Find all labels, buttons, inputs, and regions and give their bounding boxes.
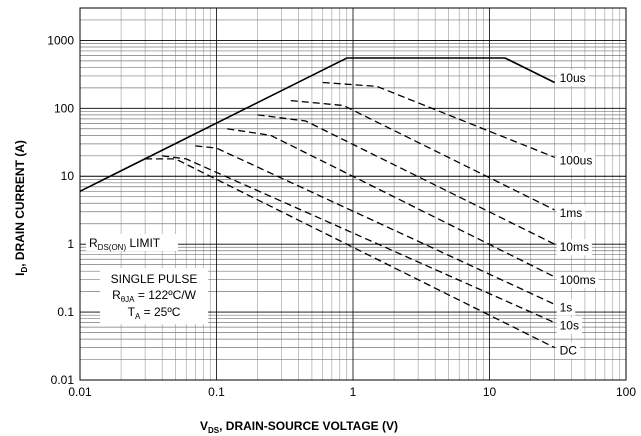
x-tick-label: 100	[616, 385, 636, 399]
series-label-100ms: 100ms	[560, 273, 596, 287]
series-label-100us: 100us	[560, 153, 593, 167]
series-label-bg	[556, 152, 596, 169]
x-tick-label: 10	[483, 385, 497, 399]
single-pulse-bg	[100, 268, 208, 324]
series-label-10s: 10s	[560, 319, 579, 333]
series-label-10ms: 10ms	[560, 240, 589, 254]
x-tick-label: 1	[350, 385, 357, 399]
series-label-DC: DC	[560, 344, 578, 358]
x-axis-title: VDS, DRAIN-SOURCE VOLTAGE (V)	[200, 419, 398, 435]
x-tick-labels: 0.01 0.1 1 10 100	[68, 385, 636, 399]
ta-label: TA = 25ºC	[128, 305, 181, 321]
series-label-1ms: 1ms	[560, 206, 583, 220]
series-lines	[79, 57, 555, 349]
series-label-bg	[556, 70, 589, 87]
series-line-100us	[322, 81, 555, 158]
series-line-10ms	[257, 114, 555, 245]
series-line-100ms	[227, 128, 555, 278]
series-label-bg	[556, 317, 582, 334]
series-label-bg	[556, 204, 586, 221]
series-line-10us	[79, 57, 555, 193]
series-line-1ms	[290, 99, 555, 211]
series-labels: 10us 100us 1ms 10ms 100ms 1s 10s DC	[556, 70, 599, 359]
y-tick-label: 1	[67, 237, 74, 251]
series-label-bg	[556, 271, 599, 288]
plot-frame	[79, 7, 627, 381]
series-line-1s	[195, 145, 555, 305]
series-label-1s: 1s	[560, 300, 573, 314]
series-label-bg	[556, 299, 576, 316]
y-tick-label: 0.01	[51, 373, 75, 387]
x-tick-label: 0.1	[208, 385, 225, 399]
x-tick-label: 0.01	[68, 385, 92, 399]
y-tick-label: 1000	[47, 33, 74, 47]
series-line-10s	[162, 155, 555, 324]
y-tick-label: 10	[61, 169, 75, 183]
series-line-DC	[145, 158, 555, 349]
series-label-10us: 10us	[560, 71, 586, 85]
single-pulse-label: SINGLE PULSE	[111, 272, 198, 286]
series-label-bg	[556, 239, 592, 256]
rtheta-label: RθJA = 122ºC/W	[112, 288, 197, 304]
y-tick-labels: 0.01 0.1 1 10 100 1000	[47, 33, 74, 387]
rds-limit-label: RDS(ON) LIMIT	[89, 236, 161, 252]
y-tick-label: 0.1	[57, 305, 74, 319]
rds-limit-bg	[86, 234, 178, 251]
series-label-bg	[556, 342, 580, 359]
y-tick-label: 100	[54, 101, 74, 115]
y-axis-title: ID, DRAIN CURRENT (A)	[13, 140, 29, 276]
